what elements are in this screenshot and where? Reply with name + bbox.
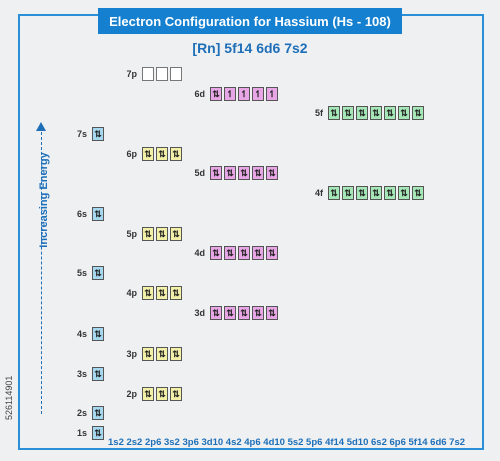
orbital-label-4d: 4d [194,248,205,258]
orbital-box-7p-1 [142,67,154,81]
orbital-box-5f-2: ⇅ [342,106,354,120]
orbital-box-2p-3: ⇅ [170,387,182,401]
orbital-box-4p-2: ⇅ [156,286,168,300]
orbital-box-5d-1: ⇅ [210,166,222,180]
orbital-box-4s-1: ⇅ [92,327,104,341]
energy-axis-line [41,132,42,414]
configuration-notation: [Rn] 5f14 6d6 7s2 [192,40,308,56]
orbital-label-4p: 4p [126,288,137,298]
full-configuration: 1s2 2s2 2p6 3s2 3p6 3d10 4s2 4p6 4d10 5s… [108,437,466,448]
orbital-box-3p-3: ⇅ [170,347,182,361]
orbital-box-3d-2: ⇅ [224,306,236,320]
orbital-box-6p-3: ⇅ [170,147,182,161]
orbital-box-5f-5: ⇅ [384,106,396,120]
orbital-label-6p: 6p [126,149,137,159]
orbital-box-3d-3: ⇅ [238,306,250,320]
orbital-box-5p-2: ⇅ [156,227,168,241]
energy-axis [31,120,53,416]
orbital-box-5s-1: ⇅ [92,266,104,280]
arrow-up-icon [36,122,46,131]
orbital-box-3p-2: ⇅ [156,347,168,361]
orbital-box-4d-1: ⇅ [210,246,222,260]
orbital-box-5f-1: ⇅ [328,106,340,120]
orbital-box-6d-1: ⇅ [210,87,222,101]
orbital-box-3d-4: ⇅ [252,306,264,320]
orbital-label-2s: 2s [76,408,87,418]
orbital-box-4d-5: ⇅ [266,246,278,260]
orbital-label-4s: 4s [76,329,87,339]
orbital-label-5p: 5p [126,229,137,239]
orbital-box-4f-2: ⇅ [342,186,354,200]
orbital-label-6d: 6d [194,89,205,99]
orbital-box-3s-1: ⇅ [92,367,104,381]
title-bar: Electron Configuration for Hassium (Hs -… [98,8,402,34]
orbital-label-2p: 2p [126,389,137,399]
orbital-box-5f-7: ⇅ [412,106,424,120]
orbital-box-6s-1: ⇅ [92,207,104,221]
orbital-label-7p: 7p [126,69,137,79]
orbital-label-5s: 5s [76,268,87,278]
orbital-box-2p-1: ⇅ [142,387,154,401]
orbital-label-4f: 4f [314,188,323,198]
orbital-box-5f-4: ⇅ [370,106,382,120]
diagram-frame [18,14,484,450]
orbital-box-5d-5: ⇅ [266,166,278,180]
orbital-box-7p-3 [170,67,182,81]
orbital-label-6s: 6s [76,209,87,219]
orbital-box-4f-1: ⇅ [328,186,340,200]
orbital-label-3s: 3s [76,369,87,379]
orbital-box-4d-2: ⇅ [224,246,236,260]
orbital-box-4f-6: ⇅ [398,186,410,200]
orbital-box-3d-1: ⇅ [210,306,222,320]
orbital-label-5d: 5d [194,168,205,178]
orbital-box-5d-2: ⇅ [224,166,236,180]
orbital-box-5f-6: ⇅ [398,106,410,120]
orbital-box-7p-2 [156,67,168,81]
orbital-box-4f-4: ⇅ [370,186,382,200]
orbital-box-2p-2: ⇅ [156,387,168,401]
orbital-box-6p-2: ⇅ [156,147,168,161]
orbital-label-7s: 7s [76,129,87,139]
orbital-box-4f-3: ⇅ [356,186,368,200]
orbital-box-4f-5: ⇅ [384,186,396,200]
orbital-box-4f-7: ⇅ [412,186,424,200]
orbital-box-5f-3: ⇅ [356,106,368,120]
orbital-box-4d-3: ⇅ [238,246,250,260]
orbital-box-5p-3: ⇅ [170,227,182,241]
watermark-id: 526114901 [4,375,14,420]
orbital-box-7s-1: ⇅ [92,127,104,141]
orbital-box-5d-3: ⇅ [238,166,250,180]
orbital-box-5p-1: ⇅ [142,227,154,241]
orbital-box-5d-4: ⇅ [252,166,264,180]
orbital-box-6d-5: ↿ [266,87,278,101]
orbital-box-2s-1: ⇅ [92,406,104,420]
orbital-box-6d-3: ↿ [238,87,250,101]
orbital-box-3p-1: ⇅ [142,347,154,361]
orbital-box-4d-4: ⇅ [252,246,264,260]
orbital-label-3d: 3d [194,308,205,318]
orbital-box-1s-1: ⇅ [92,426,104,440]
orbital-box-6d-4: ↿ [252,87,264,101]
orbital-box-3d-5: ⇅ [266,306,278,320]
orbital-box-4p-1: ⇅ [142,286,154,300]
orbital-label-3p: 3p [126,349,137,359]
energy-axis-label: Increasing Energy [38,152,50,248]
orbital-box-6p-1: ⇅ [142,147,154,161]
orbital-box-4p-3: ⇅ [170,286,182,300]
orbital-label-1s: 1s [76,428,87,438]
orbital-label-5f: 5f [314,108,323,118]
orbital-box-6d-2: ↿ [224,87,236,101]
